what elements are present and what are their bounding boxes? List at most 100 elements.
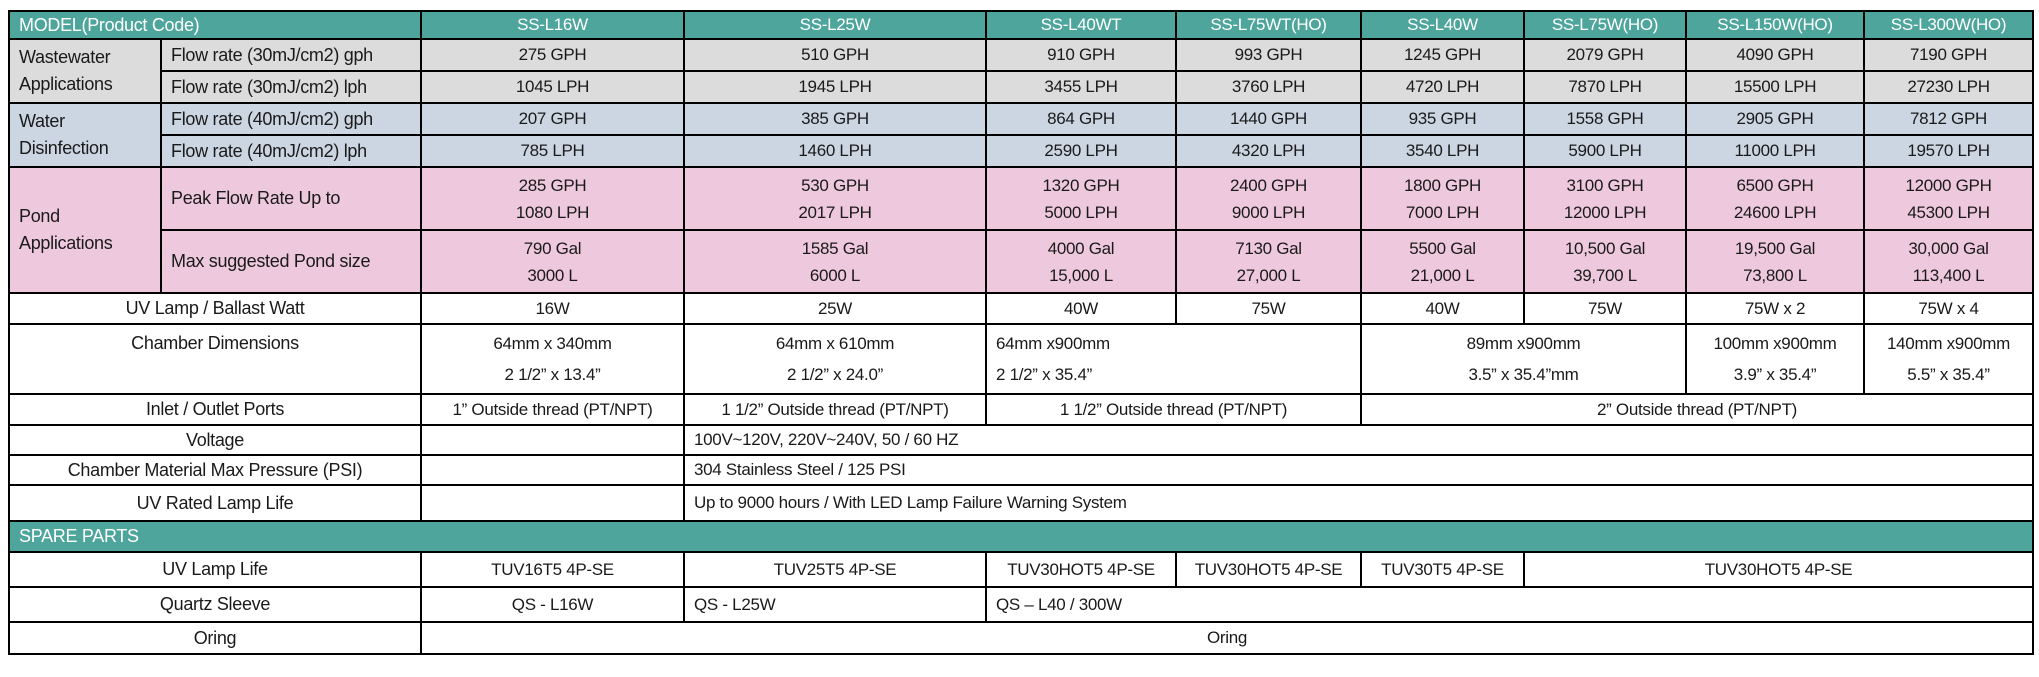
value-cell: 19,500 Gal 73,800 L <box>1685 229 1865 294</box>
table-row: Pond Applications Peak Flow Rate Up to 2… <box>8 166 2034 294</box>
value-cell: 2079 GPH <box>1523 38 1687 72</box>
value-cell: 275 GPH <box>420 38 685 72</box>
value-cell: 89mm x900mm 3.5” x 35.4”mm <box>1360 323 1687 395</box>
spare-parts-section-header: SPARE PARTS <box>8 520 2034 553</box>
value-cell: 75W <box>1523 292 1687 325</box>
table-row: SPARE PARTS <box>8 520 2034 553</box>
table-row: Quartz Sleeve QS - L16W QS - L25W QS – L… <box>8 586 2034 623</box>
model-col-header: SS-L25W <box>683 10 987 40</box>
value-cell: 3540 LPH <box>1360 134 1525 168</box>
table-row: Chamber Dimensions 64mm x 340mm 2 1/2” x … <box>8 323 2034 395</box>
table-row: UV Lamp / Ballast Watt 16W 25W 40W 75W 4… <box>8 292 2034 325</box>
value-cell: 2” Outside thread (PT/NPT) <box>1360 393 2034 426</box>
section-label-line: Wastewater <box>19 47 111 67</box>
table-row: Oring Oring <box>8 621 2034 655</box>
value-cell: 510 GPH <box>683 38 987 72</box>
value-cell: 75W <box>1175 292 1362 325</box>
model-col-header: SS-L150W(HO) <box>1685 10 1865 40</box>
row-label: Peak Flow Rate Up to <box>160 166 422 231</box>
value-cell: QS - L25W <box>683 586 987 623</box>
model-header-cell: MODEL(Product Code) <box>8 10 422 40</box>
row-label: Chamber Material Max Pressure (PSI) <box>8 454 422 486</box>
value-cell: 2590 LPH <box>985 134 1177 168</box>
value-cell: 385 GPH <box>683 102 987 136</box>
value-cell: 2905 GPH <box>1685 102 1865 136</box>
value-cell: 12000 GPH 45300 LPH <box>1863 166 2034 231</box>
value-cell: QS - L16W <box>420 586 685 623</box>
section-label-line: Applications <box>19 74 113 94</box>
empty-cell <box>420 424 685 456</box>
section-label-water-disinfection: Water Disinfection <box>8 102 162 168</box>
row-label: UV Lamp / Ballast Watt <box>8 292 422 325</box>
value-cell: 530 GPH 2017 LPH <box>683 166 987 231</box>
value-cell: 1945 LPH <box>683 70 987 104</box>
value-cell: TUV30T5 4P-SE <box>1360 551 1525 588</box>
value-cell: 64mm x900mm 2 1/2” x 35.4” <box>985 323 1362 395</box>
table-row: Flow rate (40mJ/cm2) lph 785 LPH 1460 LP… <box>9 134 2034 168</box>
value-cell: 40W <box>985 292 1177 325</box>
value-cell: 140mm x900mm 5.5” x 35.4” <box>1863 323 2034 395</box>
empty-cell <box>420 454 685 486</box>
table-row: Max suggested Pond size 790 Gal 3000 L 15… <box>9 229 2034 294</box>
model-col-header: SS-L40WT <box>985 10 1177 40</box>
row-label: Flow rate (30mJ/cm2) lph <box>160 70 422 104</box>
section-label-line: Applications <box>19 233 113 253</box>
model-col-header: SS-L300W(HO) <box>1863 10 2034 40</box>
value-cell: 1245 GPH <box>1360 38 1525 72</box>
row-label: Quartz Sleeve <box>8 586 422 623</box>
value-cell: 10,500 Gal 39,700 L <box>1523 229 1687 294</box>
table-row: Flow rate (30mJ/cm2) lph 1045 LPH 1945 L… <box>9 70 2034 104</box>
value-cell: 5500 Gal 21,000 L <box>1360 229 1525 294</box>
product-spec-table: MODEL(Product Code) SS-L16W SS-L25W SS-L… <box>8 10 2034 655</box>
table-row: Voltage 100V~120V, 220V~240V, 50 / 60 HZ <box>8 424 2034 456</box>
value-cell: 7870 LPH <box>1523 70 1687 104</box>
value-cell: 1” Outside thread (PT/NPT) <box>420 393 685 426</box>
value-cell: 64mm x 340mm 2 1/2” x 13.4” <box>420 323 685 395</box>
value-cell: 993 GPH <box>1175 38 1362 72</box>
value-cell: 100V~120V, 220V~240V, 50 / 60 HZ <box>683 424 2034 456</box>
table-row: Chamber Material Max Pressure (PSI) 304 … <box>8 454 2034 486</box>
value-cell: 30,000 Gal 113,400 L <box>1863 229 2034 294</box>
value-cell: 1 1/2” Outside thread (PT/NPT) <box>985 393 1362 426</box>
value-cell: 64mm x 610mm 2 1/2” x 24.0” <box>683 323 987 395</box>
value-cell: 4090 GPH <box>1685 38 1865 72</box>
value-cell: TUV25T5 4P-SE <box>683 551 987 588</box>
model-col-header: SS-L75WT(HO) <box>1175 10 1362 40</box>
value-cell: 100mm x900mm 3.9” x 35.4” <box>1685 323 1865 395</box>
value-cell: TUV30HOT5 4P-SE <box>1175 551 1362 588</box>
value-cell: 4320 LPH <box>1175 134 1362 168</box>
value-cell: 7190 GPH <box>1863 38 2034 72</box>
value-cell: 1 1/2” Outside thread (PT/NPT) <box>683 393 987 426</box>
value-cell: 207 GPH <box>420 102 685 136</box>
empty-cell <box>420 484 685 522</box>
row-label: Max suggested Pond size <box>160 229 422 294</box>
table-row: UV Lamp Life TUV16T5 4P-SE TUV25T5 4P-SE… <box>8 551 2034 588</box>
value-cell: 3760 LPH <box>1175 70 1362 104</box>
value-cell: 75W x 4 <box>1863 292 2034 325</box>
value-cell: 910 GPH <box>985 38 1177 72</box>
value-cell: 304 Stainless Steel / 125 PSI <box>683 454 2034 486</box>
value-cell: 3100 GPH 12000 LPH <box>1523 166 1687 231</box>
value-cell: 2400 GPH 9000 LPH <box>1175 166 1362 231</box>
row-label: Oring <box>8 621 422 655</box>
table-row: Water Disinfection Flow rate (40mJ/cm2) … <box>8 102 2034 168</box>
value-cell: 4000 Gal 15,000 L <box>985 229 1177 294</box>
row-label: Flow rate (40mJ/cm2) gph <box>160 102 422 136</box>
value-cell: 1045 LPH <box>420 70 685 104</box>
value-cell: 790 Gal 3000 L <box>420 229 685 294</box>
table-row: UV Rated Lamp Life Up to 9000 hours / Wi… <box>8 484 2034 522</box>
value-cell: 19570 LPH <box>1863 134 2034 168</box>
row-label: Flow rate (30mJ/cm2) gph <box>160 38 422 72</box>
value-cell: TUV16T5 4P-SE <box>420 551 685 588</box>
row-label: UV Lamp Life <box>8 551 422 588</box>
row-label: Inlet / Outlet Ports <box>8 393 422 426</box>
row-label: Voltage <box>8 424 422 456</box>
row-label: UV Rated Lamp Life <box>8 484 422 522</box>
model-col-header: SS-L75W(HO) <box>1523 10 1687 40</box>
value-cell: TUV30HOT5 4P-SE <box>1523 551 2034 588</box>
row-label: Flow rate (40mJ/cm2) lph <box>160 134 422 168</box>
model-col-header: SS-L40W <box>1360 10 1525 40</box>
table-row: Inlet / Outlet Ports 1” Outside thread (… <box>8 393 2034 426</box>
value-cell: QS – L40 / 300W <box>985 586 2034 623</box>
